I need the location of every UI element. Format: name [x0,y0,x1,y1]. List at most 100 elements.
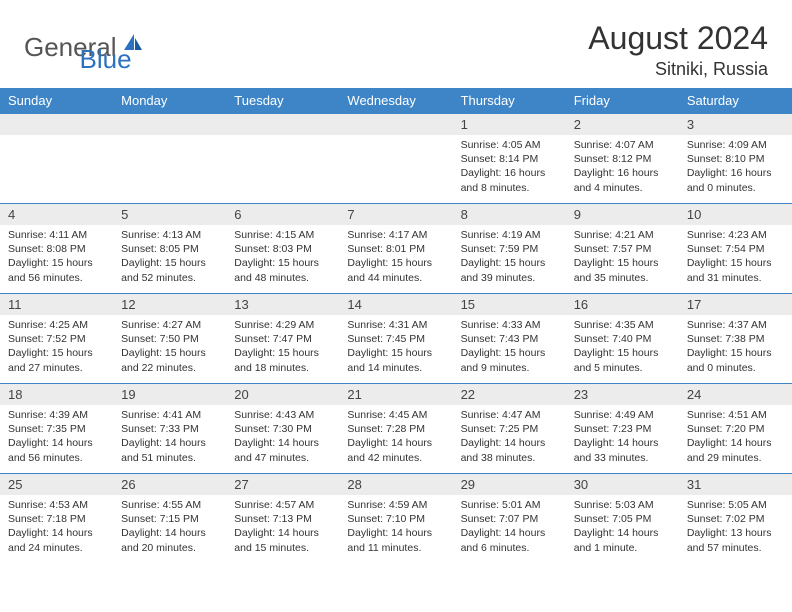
day-number: 27 [226,474,339,495]
day-details: Sunrise: 4:11 AMSunset: 8:08 PMDaylight:… [0,225,113,291]
day-details: Sunrise: 4:29 AMSunset: 7:47 PMDaylight:… [226,315,339,381]
day-number: 6 [226,204,339,225]
day-number: 19 [113,384,226,405]
day-details: Sunrise: 4:27 AMSunset: 7:50 PMDaylight:… [113,315,226,381]
calendar-week-row: 25Sunrise: 4:53 AMSunset: 7:18 PMDayligh… [0,474,792,564]
day-details: Sunrise: 4:43 AMSunset: 7:30 PMDaylight:… [226,405,339,471]
calendar-table: Sunday Monday Tuesday Wednesday Thursday… [0,88,792,564]
calendar-day-cell: 2Sunrise: 4:07 AMSunset: 8:12 PMDaylight… [566,114,679,204]
day-number: 26 [113,474,226,495]
day-number: 31 [679,474,792,495]
day-details: Sunrise: 4:19 AMSunset: 7:59 PMDaylight:… [453,225,566,291]
calendar-day-cell: 15Sunrise: 4:33 AMSunset: 7:43 PMDayligh… [453,294,566,384]
month-title: August 2024 [588,20,768,57]
day-details: Sunrise: 4:53 AMSunset: 7:18 PMDaylight:… [0,495,113,561]
day-number: 24 [679,384,792,405]
calendar-day-cell: 13Sunrise: 4:29 AMSunset: 7:47 PMDayligh… [226,294,339,384]
weekday-header: Wednesday [339,88,452,114]
location-text: Sitniki, Russia [588,59,768,80]
calendar-day-cell: 16Sunrise: 4:35 AMSunset: 7:40 PMDayligh… [566,294,679,384]
page-header: General Blue August 2024 Sitniki, Russia [0,0,792,88]
day-number: 25 [0,474,113,495]
calendar-day-cell: 30Sunrise: 5:03 AMSunset: 7:05 PMDayligh… [566,474,679,564]
day-number: 13 [226,294,339,315]
day-number: 18 [0,384,113,405]
day-number: 30 [566,474,679,495]
calendar-day-cell: 12Sunrise: 4:27 AMSunset: 7:50 PMDayligh… [113,294,226,384]
day-number: 23 [566,384,679,405]
weekday-header: Tuesday [226,88,339,114]
day-number: 8 [453,204,566,225]
calendar-day-cell [226,114,339,204]
day-number: 12 [113,294,226,315]
day-details: Sunrise: 4:13 AMSunset: 8:05 PMDaylight:… [113,225,226,291]
day-number: 7 [339,204,452,225]
calendar-week-row: 4Sunrise: 4:11 AMSunset: 8:08 PMDaylight… [0,204,792,294]
calendar-day-cell: 17Sunrise: 4:37 AMSunset: 7:38 PMDayligh… [679,294,792,384]
title-block: August 2024 Sitniki, Russia [588,20,768,80]
logo: General Blue [24,20,132,75]
calendar-day-cell: 19Sunrise: 4:41 AMSunset: 7:33 PMDayligh… [113,384,226,474]
calendar-day-cell: 11Sunrise: 4:25 AMSunset: 7:52 PMDayligh… [0,294,113,384]
weekday-header: Saturday [679,88,792,114]
calendar-week-row: 11Sunrise: 4:25 AMSunset: 7:52 PMDayligh… [0,294,792,384]
calendar-day-cell: 23Sunrise: 4:49 AMSunset: 7:23 PMDayligh… [566,384,679,474]
calendar-day-cell [113,114,226,204]
calendar-week-row: 18Sunrise: 4:39 AMSunset: 7:35 PMDayligh… [0,384,792,474]
weekday-header: Sunday [0,88,113,114]
calendar-day-cell: 21Sunrise: 4:45 AMSunset: 7:28 PMDayligh… [339,384,452,474]
calendar-day-cell: 22Sunrise: 4:47 AMSunset: 7:25 PMDayligh… [453,384,566,474]
day-details: Sunrise: 4:45 AMSunset: 7:28 PMDaylight:… [339,405,452,471]
day-number-empty [0,114,113,135]
day-details: Sunrise: 4:41 AMSunset: 7:33 PMDaylight:… [113,405,226,471]
calendar-day-cell: 1Sunrise: 4:05 AMSunset: 8:14 PMDaylight… [453,114,566,204]
calendar-day-cell: 24Sunrise: 4:51 AMSunset: 7:20 PMDayligh… [679,384,792,474]
day-number-empty [226,114,339,135]
day-details: Sunrise: 4:49 AMSunset: 7:23 PMDaylight:… [566,405,679,471]
calendar-day-cell: 20Sunrise: 4:43 AMSunset: 7:30 PMDayligh… [226,384,339,474]
day-details: Sunrise: 4:31 AMSunset: 7:45 PMDaylight:… [339,315,452,381]
day-details: Sunrise: 4:55 AMSunset: 7:15 PMDaylight:… [113,495,226,561]
weekday-header-row: Sunday Monday Tuesday Wednesday Thursday… [0,88,792,114]
day-details: Sunrise: 4:09 AMSunset: 8:10 PMDaylight:… [679,135,792,201]
day-details: Sunrise: 4:33 AMSunset: 7:43 PMDaylight:… [453,315,566,381]
day-details: Sunrise: 4:21 AMSunset: 7:57 PMDaylight:… [566,225,679,291]
calendar-day-cell: 3Sunrise: 4:09 AMSunset: 8:10 PMDaylight… [679,114,792,204]
calendar-day-cell: 8Sunrise: 4:19 AMSunset: 7:59 PMDaylight… [453,204,566,294]
day-number: 20 [226,384,339,405]
weekday-header: Friday [566,88,679,114]
calendar-day-cell: 18Sunrise: 4:39 AMSunset: 7:35 PMDayligh… [0,384,113,474]
day-number: 2 [566,114,679,135]
day-number: 9 [566,204,679,225]
logo-text-blue: Blue [80,44,132,75]
day-details: Sunrise: 4:35 AMSunset: 7:40 PMDaylight:… [566,315,679,381]
day-details: Sunrise: 4:15 AMSunset: 8:03 PMDaylight:… [226,225,339,291]
day-details: Sunrise: 5:05 AMSunset: 7:02 PMDaylight:… [679,495,792,561]
day-details: Sunrise: 4:47 AMSunset: 7:25 PMDaylight:… [453,405,566,471]
day-details: Sunrise: 4:37 AMSunset: 7:38 PMDaylight:… [679,315,792,381]
day-number: 11 [0,294,113,315]
day-details: Sunrise: 4:05 AMSunset: 8:14 PMDaylight:… [453,135,566,201]
day-number: 21 [339,384,452,405]
calendar-day-cell: 29Sunrise: 5:01 AMSunset: 7:07 PMDayligh… [453,474,566,564]
day-number: 17 [679,294,792,315]
day-details: Sunrise: 4:23 AMSunset: 7:54 PMDaylight:… [679,225,792,291]
day-number: 16 [566,294,679,315]
calendar-day-cell: 9Sunrise: 4:21 AMSunset: 7:57 PMDaylight… [566,204,679,294]
weekday-header: Monday [113,88,226,114]
day-details: Sunrise: 5:03 AMSunset: 7:05 PMDaylight:… [566,495,679,561]
day-number: 10 [679,204,792,225]
calendar-week-row: 1Sunrise: 4:05 AMSunset: 8:14 PMDaylight… [0,114,792,204]
day-details: Sunrise: 4:25 AMSunset: 7:52 PMDaylight:… [0,315,113,381]
calendar-day-cell: 26Sunrise: 4:55 AMSunset: 7:15 PMDayligh… [113,474,226,564]
day-details: Sunrise: 4:39 AMSunset: 7:35 PMDaylight:… [0,405,113,471]
day-details: Sunrise: 4:59 AMSunset: 7:10 PMDaylight:… [339,495,452,561]
day-number: 1 [453,114,566,135]
day-number: 22 [453,384,566,405]
calendar-day-cell: 10Sunrise: 4:23 AMSunset: 7:54 PMDayligh… [679,204,792,294]
day-number-empty [113,114,226,135]
calendar-day-cell: 4Sunrise: 4:11 AMSunset: 8:08 PMDaylight… [0,204,113,294]
weekday-header: Thursday [453,88,566,114]
day-number: 29 [453,474,566,495]
day-number: 15 [453,294,566,315]
